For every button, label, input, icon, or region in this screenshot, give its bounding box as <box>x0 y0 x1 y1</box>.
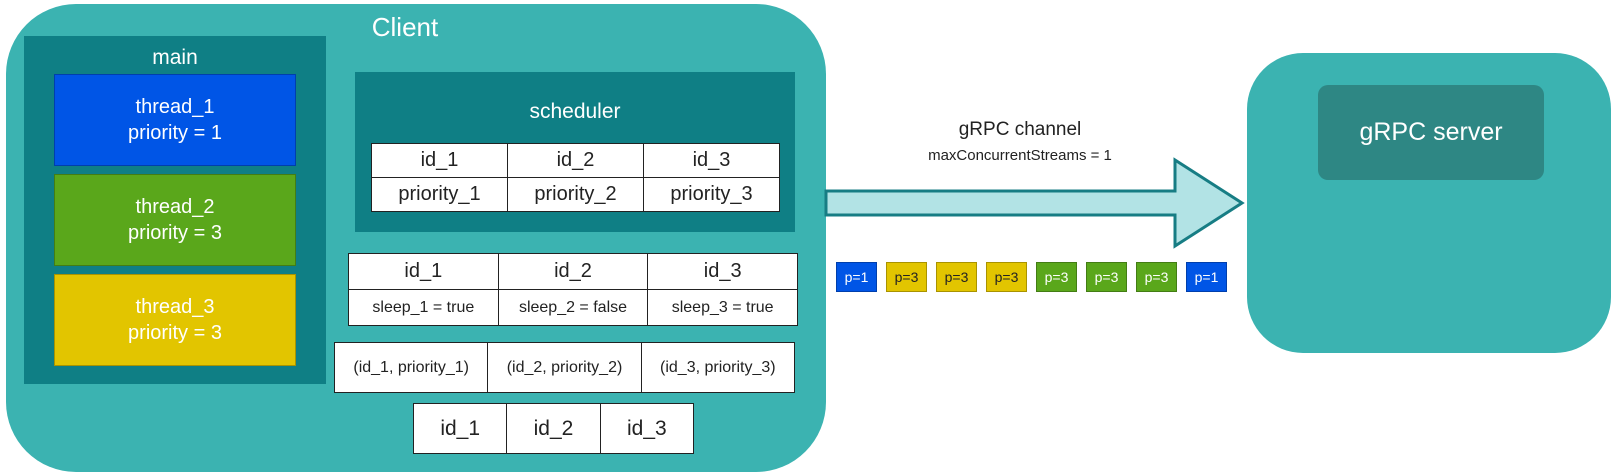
sleep-flag-cell: sleep_2 = false <box>497 289 649 326</box>
scheduler-title: scheduler <box>529 100 621 123</box>
client-title: Client <box>371 12 439 42</box>
thread-1-box: thread_1 priority = 1 <box>54 74 296 166</box>
thread-1-priority: priority = 1 <box>128 122 222 144</box>
scheduler-priority-cell: priority_3 <box>643 177 780 212</box>
id-cell: id_3 <box>599 403 695 454</box>
scheduler-id-cell: id_1 <box>371 143 508 178</box>
ids-table: id_1 id_2 id_3 <box>412 403 695 454</box>
sleep-id-cell: id_1 <box>348 253 499 290</box>
pair-cell: (id_1, priority_1) <box>333 342 489 393</box>
id-cell: id_2 <box>506 403 601 454</box>
packet-7: p=3 <box>1136 262 1177 292</box>
thread-3-name: thread_3 <box>135 296 215 318</box>
main-title: main <box>152 46 198 69</box>
thread-2-priority: priority = 3 <box>128 222 222 244</box>
packet-1: p=1 <box>836 262 877 292</box>
packet-2: p=3 <box>886 262 927 292</box>
scheduler-id-cell: id_3 <box>643 143 780 178</box>
packet-5: p=3 <box>1036 262 1077 292</box>
sleep-flag-cell: sleep_3 = true <box>647 289 798 326</box>
sleep-table: id_1 id_2 id_3 sleep_1 = true sleep_2 = … <box>348 253 798 326</box>
scheduler-table: id_1 id_2 id_3 priority_1 priority_2 pri… <box>371 143 780 212</box>
packet-8: p=1 <box>1186 262 1227 292</box>
pair-cell: (id_2, priority_2) <box>487 342 642 393</box>
packet-4: p=3 <box>986 262 1027 292</box>
scheduler-id-cell: id_2 <box>507 143 644 178</box>
channel-title: gRPC channel <box>958 119 1082 140</box>
thread-3-box: thread_3 priority = 3 <box>54 274 296 366</box>
id-priority-pairs-table: (id_1, priority_1) (id_2, priority_2) (i… <box>333 342 796 393</box>
thread-3-priority: priority = 3 <box>128 322 222 344</box>
scheduler-priority-cell: priority_2 <box>507 177 644 212</box>
id-cell: id_1 <box>412 403 508 454</box>
grpc-server-label: gRPC server <box>1318 85 1544 180</box>
packet-6: p=3 <box>1086 262 1127 292</box>
thread-2-name: thread_2 <box>135 196 215 218</box>
grpc-channel-arrow <box>824 157 1245 249</box>
scheduler-priority-cell: priority_1 <box>371 177 508 212</box>
channel-subtitle: maxConcurrentStreams = 1 <box>928 147 1112 164</box>
thread-1-name: thread_1 <box>135 96 215 118</box>
pair-cell: (id_3, priority_3) <box>640 342 796 393</box>
channel-arrow-shape <box>824 157 1245 249</box>
sleep-flag-cell: sleep_1 = true <box>348 289 499 326</box>
thread-2-box: thread_2 priority = 3 <box>54 174 296 266</box>
sleep-id-cell: id_2 <box>497 253 649 290</box>
packet-3: p=3 <box>936 262 977 292</box>
sleep-id-cell: id_3 <box>647 253 798 290</box>
